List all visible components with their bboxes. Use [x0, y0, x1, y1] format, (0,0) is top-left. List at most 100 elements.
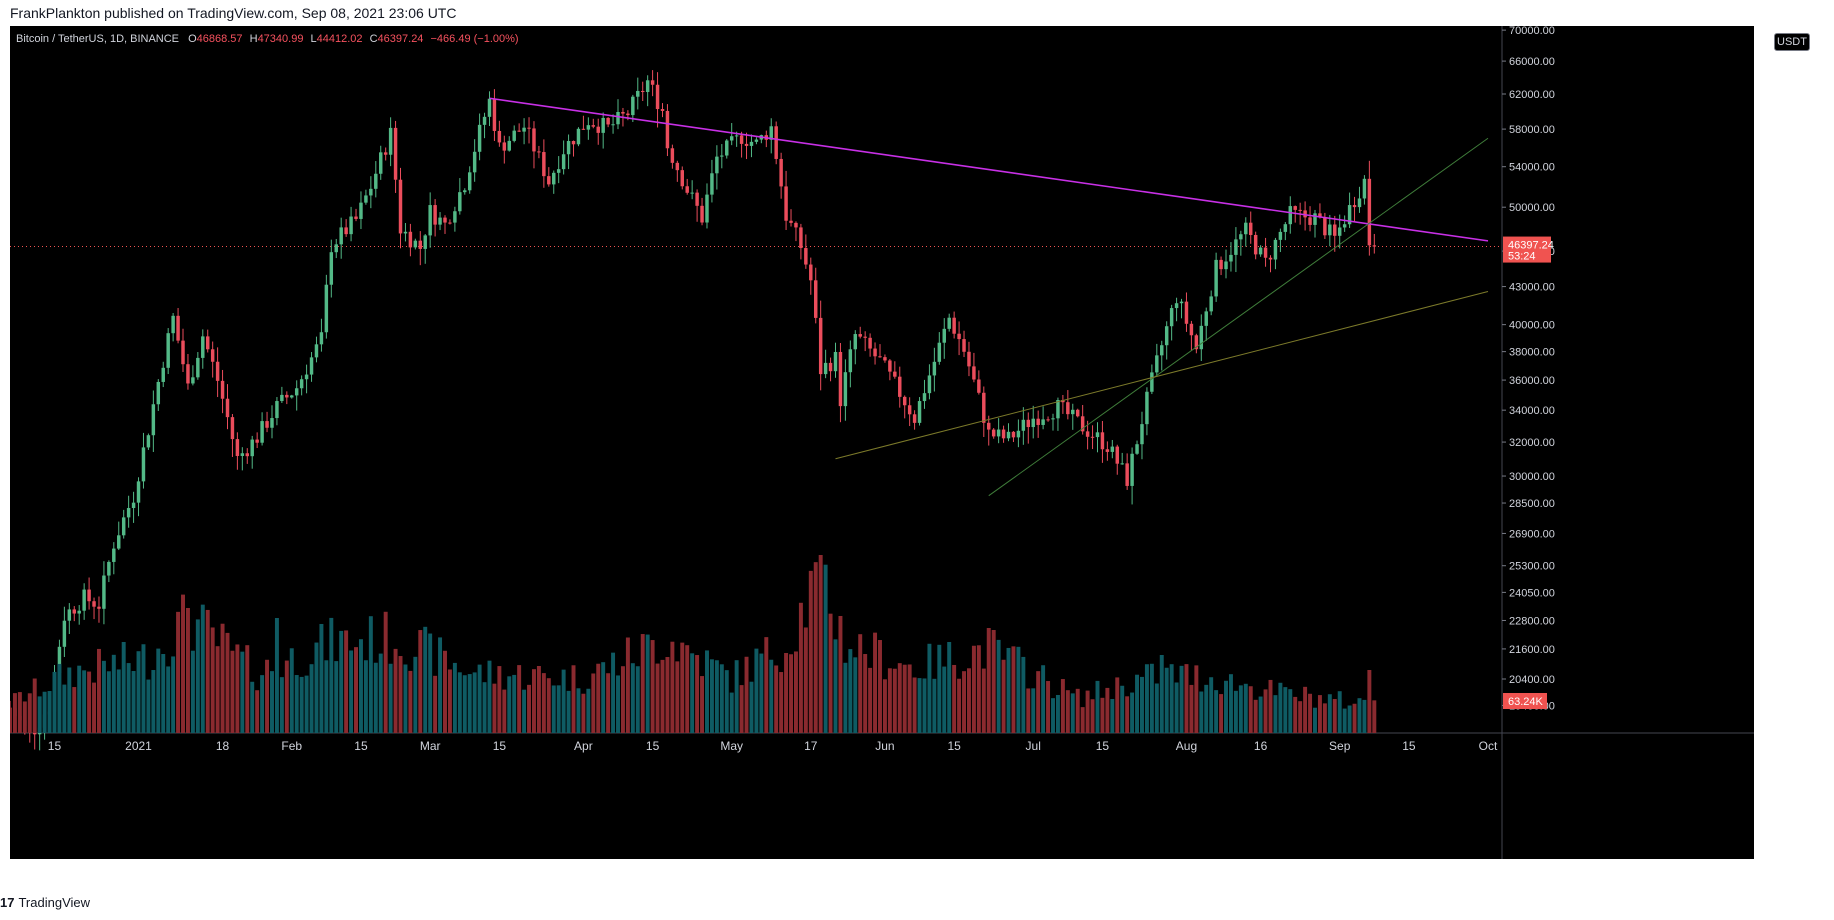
candle-up — [932, 361, 937, 376]
volume-bar — [705, 650, 709, 733]
volume-bar — [882, 679, 887, 733]
volume-bar — [62, 684, 67, 733]
candle-up — [710, 173, 714, 195]
candle-up — [67, 609, 72, 621]
time-tick-label: 15 — [48, 739, 62, 753]
volume-bar — [502, 689, 507, 733]
candle-down — [621, 111, 625, 114]
candle-down — [205, 336, 210, 350]
volume-bar — [616, 675, 620, 733]
candle-down — [987, 422, 991, 430]
candle-up — [561, 154, 566, 170]
volume-bar — [373, 662, 378, 733]
candle-down — [1372, 245, 1377, 247]
volume-bar — [1051, 698, 1055, 733]
candle-up — [141, 447, 146, 482]
candle-up — [136, 481, 141, 503]
candle-up — [1288, 206, 1293, 225]
candle-up — [1244, 222, 1248, 235]
candle-up — [833, 351, 838, 372]
candle-up — [379, 152, 383, 174]
last-volume-badge — [1503, 693, 1547, 709]
candle-down — [32, 733, 37, 735]
volume-bar — [1228, 674, 1233, 733]
price-tick-label: 40000.00 — [1509, 320, 1555, 332]
time-tick-label: 2021 — [125, 739, 152, 753]
volume-bar — [176, 611, 181, 733]
time-tick-label: 16 — [1254, 739, 1268, 753]
last-volume-label: 63.24K — [1508, 696, 1544, 708]
volume-bar — [497, 666, 502, 733]
volume-bar — [843, 662, 848, 733]
volume-bar — [744, 656, 749, 733]
volume-bar — [82, 670, 87, 733]
volume-bar — [339, 630, 344, 733]
candle-down — [665, 110, 670, 149]
volume-bar — [1001, 659, 1006, 733]
currency-selector[interactable]: USDT — [1774, 33, 1810, 51]
symbol-name: Bitcoin / TetherUS, 1D, BINANCE — [16, 33, 180, 45]
candle-down — [255, 439, 259, 443]
candle-up — [374, 173, 378, 189]
candle-up — [77, 610, 81, 614]
candle-down — [1184, 301, 1189, 324]
volume-bar — [462, 675, 467, 733]
volume-bar — [1327, 694, 1332, 733]
candle-up — [290, 395, 294, 398]
candle-down — [1075, 409, 1080, 417]
volume-bar — [1238, 685, 1243, 733]
volume-bar — [912, 677, 917, 733]
candle-up — [1130, 453, 1134, 486]
candle-down — [1318, 213, 1322, 218]
volume-bar — [512, 674, 517, 733]
candle-down — [230, 417, 235, 440]
candle-up — [1071, 409, 1075, 415]
volume-bar — [368, 616, 373, 733]
price-tick-label: 34000.00 — [1509, 405, 1555, 417]
candle-up — [299, 379, 304, 389]
time-tick-label: Feb — [281, 739, 302, 753]
volume-bar — [1174, 682, 1179, 733]
volume-bar — [260, 675, 265, 733]
volume-bar — [383, 611, 388, 733]
volume-bar — [724, 670, 729, 733]
time-tick-label: 15 — [1096, 739, 1110, 753]
volume-bar — [670, 641, 675, 733]
volume-bar — [1243, 683, 1248, 733]
price-tick-label: 32000.00 — [1509, 437, 1555, 449]
volume-bar — [665, 657, 670, 733]
volume-bar — [1060, 679, 1065, 733]
candle-up — [586, 125, 591, 130]
volume-bar — [630, 663, 635, 733]
chart-panel[interactable]: 19400.0020400.0021600.0022800.0024050.00… — [10, 26, 1754, 859]
candle-down — [640, 90, 645, 92]
trendline-support-green — [988, 137, 1489, 497]
candle-up — [294, 388, 299, 396]
candle-up — [151, 404, 156, 436]
price-chart[interactable]: 19400.0020400.0021600.0022800.0024050.00… — [10, 26, 1754, 859]
candle-down — [794, 222, 798, 228]
candle-up — [196, 357, 200, 378]
candle-down — [1085, 431, 1090, 437]
volume-bar — [986, 628, 991, 733]
volume-bar — [823, 564, 828, 733]
volume-bar — [1214, 690, 1219, 733]
candle-up — [112, 548, 116, 562]
candle-down — [547, 176, 551, 185]
volume-bar — [966, 668, 971, 733]
volume-bar — [111, 654, 116, 733]
candle-down — [675, 162, 680, 171]
volume-bar — [1268, 679, 1273, 733]
candle-up — [1347, 205, 1352, 225]
candle-up — [769, 126, 773, 140]
low-label: L — [310, 33, 317, 45]
volume-bar — [220, 623, 225, 733]
volume-bar — [601, 662, 606, 733]
volume-bar — [433, 675, 438, 733]
candle-down — [418, 240, 423, 249]
volume-bar — [32, 678, 37, 733]
volume-bar — [1046, 681, 1051, 733]
candle-down — [888, 360, 892, 372]
candle-down — [873, 348, 877, 357]
candle-up — [729, 136, 734, 141]
